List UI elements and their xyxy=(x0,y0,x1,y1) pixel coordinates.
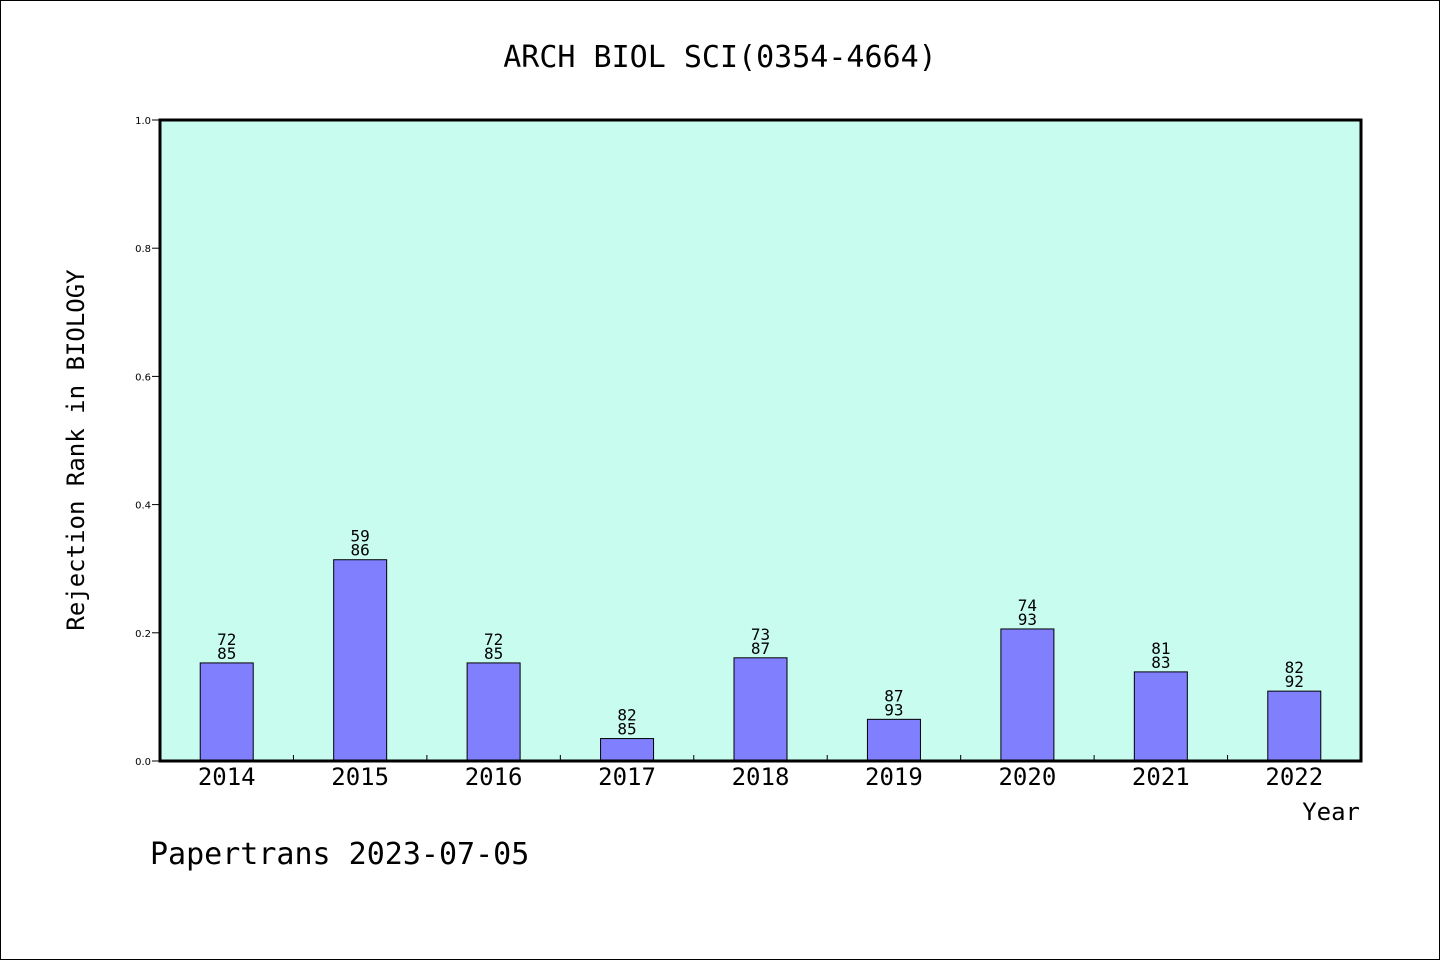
bar-label-top: 73 xyxy=(751,625,770,644)
x-tick-label: 2018 xyxy=(732,763,790,791)
bar-label-top: 82 xyxy=(1285,658,1304,677)
bar-label-top: 72 xyxy=(484,630,503,649)
bar-label-top: 59 xyxy=(351,527,370,546)
chart-title: ARCH BIOL SCI(0354-4664) xyxy=(503,40,936,75)
x-tick-label: 2019 xyxy=(865,763,923,791)
bar-2018 xyxy=(733,657,788,762)
bar-label-bottom: 85 xyxy=(484,644,503,663)
y-tick-label: 0.8 xyxy=(135,244,151,255)
bar-2019 xyxy=(866,718,921,762)
y-tick-label: 1.0 xyxy=(135,116,151,127)
bar-label-bottom: 92 xyxy=(1285,672,1304,691)
bar-2022 xyxy=(1267,690,1322,762)
bar-label-bottom: 85 xyxy=(617,720,636,739)
bar-label-top: 82 xyxy=(617,706,636,725)
x-tick-label: 2016 xyxy=(465,763,523,791)
x-axis-label: Year xyxy=(1302,798,1360,826)
plot-border xyxy=(158,118,1363,763)
x-tick-label: 2017 xyxy=(598,763,656,791)
x-tick-label: 2020 xyxy=(998,763,1056,791)
bar-label-bottom: 93 xyxy=(1018,610,1037,629)
x-tick-label: 2022 xyxy=(1265,763,1323,791)
x-tick-label: 2014 xyxy=(198,763,256,791)
bar-label-bottom: 83 xyxy=(1151,653,1170,672)
bar-label-bottom: 87 xyxy=(751,639,770,658)
bar-label-bottom: 86 xyxy=(351,541,370,560)
bar-2015 xyxy=(333,559,388,762)
bar-label-top: 87 xyxy=(884,686,903,705)
y-tick-label: 0.4 xyxy=(135,501,151,512)
bar-label-top: 81 xyxy=(1151,639,1170,658)
y-tick-label: 0.6 xyxy=(135,372,151,383)
bar-2014 xyxy=(199,662,254,762)
bar-2016 xyxy=(466,662,521,762)
y-tick-label: 0.2 xyxy=(135,629,151,640)
bar-2020 xyxy=(1000,628,1055,762)
bar-2021 xyxy=(1133,671,1188,762)
bar-2017 xyxy=(600,738,655,762)
bar-label-bottom: 93 xyxy=(884,700,903,719)
x-tick-label: 2015 xyxy=(331,763,389,791)
y-tick-label: 0.0 xyxy=(135,757,151,768)
bar-label-bottom: 85 xyxy=(217,644,236,663)
bar-label-top: 72 xyxy=(217,630,236,649)
bar-label-top: 74 xyxy=(1018,596,1037,615)
footer-credit: Papertrans 2023-07-05 xyxy=(150,837,529,872)
plot-area: 0.00.20.40.60.81.07285201459862015728520… xyxy=(135,116,1363,791)
y-axis-label: Rejection Rank in BIOLOGY xyxy=(62,269,90,631)
x-tick-label: 2021 xyxy=(1132,763,1190,791)
